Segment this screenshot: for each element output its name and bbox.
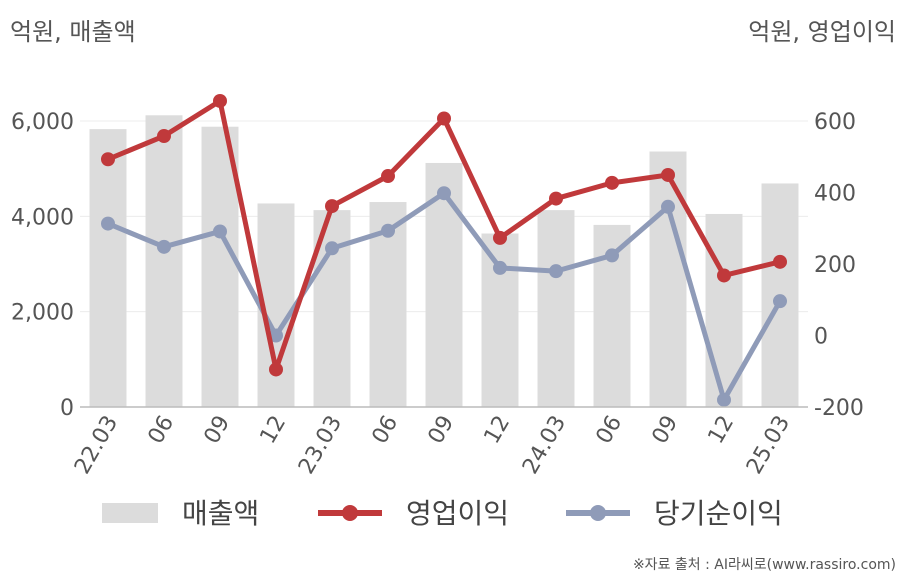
legend-marker — [590, 505, 606, 521]
legend-label: 영업이익 — [406, 497, 509, 530]
left-tick-label: 2,000 — [11, 301, 74, 326]
right-tick-label: -200 — [814, 396, 864, 421]
legend-label: 당기순이익 — [654, 497, 783, 530]
series-point — [213, 224, 227, 239]
legend-swatch — [102, 503, 158, 523]
series-point — [325, 241, 339, 256]
x-tick-label: 23.03 — [294, 412, 347, 479]
left-tick-label: 4,000 — [11, 205, 74, 230]
source-note: ※자료 출처 : AI라씨로(www.rassiro.com) — [632, 557, 896, 573]
series-point — [437, 186, 451, 201]
series-point — [157, 239, 171, 254]
series-point — [605, 175, 619, 190]
x-tick-label: 09 — [424, 412, 460, 449]
left-tick-label: 6,000 — [11, 110, 74, 135]
series-point — [549, 264, 563, 279]
series-point — [437, 111, 451, 126]
x-tick-label: 12 — [480, 412, 516, 449]
series-point — [381, 223, 395, 238]
right-tick-label: 200 — [814, 253, 856, 278]
series-point — [269, 362, 283, 377]
legend-label: 매출액 — [182, 497, 259, 530]
left-tick-label: 0 — [60, 396, 74, 421]
series-point — [773, 294, 787, 309]
revenue-bar — [481, 233, 519, 407]
series-point — [717, 392, 731, 407]
x-tick-label: 06 — [592, 412, 628, 449]
series-point — [605, 248, 619, 263]
legend: 매출액 영업이익 당기순이익 — [102, 497, 783, 530]
series-point — [493, 230, 507, 245]
x-tick-label: 12 — [256, 412, 292, 449]
revenue-bar — [145, 115, 183, 407]
series-point — [325, 199, 339, 214]
series-point — [213, 93, 227, 108]
revenue-bar — [649, 151, 687, 407]
x-axis: 22.03 06 09 12 23.03 06 09 12 24.03 06 09 12 25.03 — [70, 406, 808, 479]
x-tick-label: 09 — [648, 412, 684, 449]
series-point — [157, 129, 171, 144]
left-axis-unit: 억원, 매출액 — [10, 18, 136, 46]
series-point — [717, 268, 731, 283]
right-axis-unit: 억원, 영업이익 — [748, 18, 896, 46]
right-tick-label: 0 — [814, 325, 828, 350]
x-tick-label: 06 — [144, 412, 180, 449]
revenue-bars — [89, 115, 799, 407]
x-tick-label: 24.03 — [518, 412, 571, 479]
right-tick-label: 400 — [814, 182, 856, 207]
series-point — [773, 254, 787, 269]
revenue-bar — [89, 129, 127, 407]
series-point — [661, 199, 675, 214]
line-series — [101, 93, 787, 407]
series-point — [549, 191, 563, 206]
revenue-bar — [201, 126, 239, 407]
series-point — [101, 152, 115, 167]
x-tick-label: 22.03 — [70, 412, 123, 479]
series-point — [493, 260, 507, 275]
x-tick-label: 09 — [200, 412, 236, 449]
series-point — [381, 169, 395, 184]
series-point — [269, 328, 283, 343]
left-axis: 0 2,000 4,000 6,000 — [11, 110, 74, 421]
x-tick-label: 06 — [368, 412, 404, 449]
series-point — [101, 216, 115, 231]
x-tick-label: 12 — [704, 412, 740, 449]
right-tick-label: 600 — [814, 110, 856, 135]
right-axis: -200 0 200 400 600 — [814, 110, 864, 421]
revenue-bar — [537, 210, 575, 407]
x-tick-label: 25.03 — [742, 412, 795, 479]
series-point — [661, 167, 675, 182]
legend-marker — [342, 505, 358, 521]
